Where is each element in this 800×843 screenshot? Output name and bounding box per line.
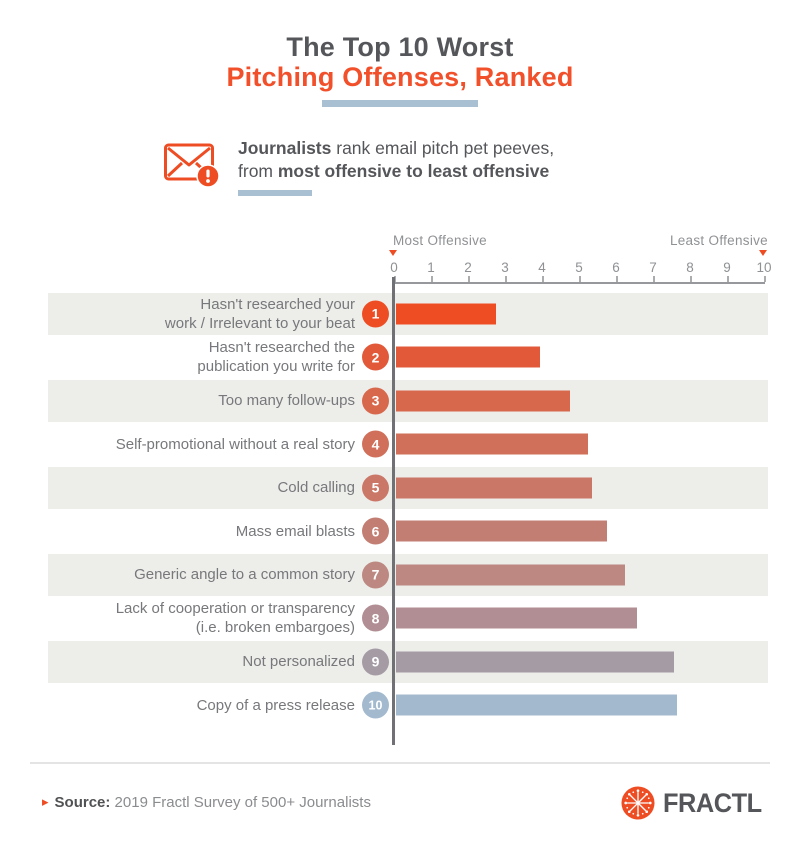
row-label: Copy of a press release xyxy=(196,696,355,714)
bar xyxy=(396,694,678,716)
axis-marker-triangle-right xyxy=(759,250,767,256)
title-underline xyxy=(322,100,478,107)
rank-badge: 2 xyxy=(362,343,389,371)
footer-divider xyxy=(30,762,770,764)
row-label: Hasn't researched your work / Irrelevant… xyxy=(164,295,355,332)
subtitle-rest-2: from xyxy=(238,161,278,181)
row-label: Generic angle to a common story xyxy=(134,566,355,584)
axis-tick-mark xyxy=(431,276,433,282)
axis-tick-mark xyxy=(542,276,544,282)
bar xyxy=(396,390,570,412)
fractl-logo: FRACTL xyxy=(621,786,768,820)
title-line-2: Pitching Offenses, Ranked xyxy=(226,62,574,92)
bar xyxy=(396,607,637,629)
bar xyxy=(396,520,607,542)
bar xyxy=(396,564,626,586)
axis-tick-label: 3 xyxy=(501,260,509,275)
row-label: Not personalized xyxy=(242,653,355,671)
rank-badge: 5 xyxy=(362,474,389,502)
row-label: Cold calling xyxy=(277,479,355,497)
subtitle-bold-1: Journalists xyxy=(238,138,332,158)
source-bullet-icon: ▸ xyxy=(42,794,49,809)
row-label: Mass email blasts xyxy=(235,522,355,540)
axis-tick-mark xyxy=(727,276,729,282)
subtitle-line-1: Journalists rank email pitch pet peeves, xyxy=(238,137,554,160)
row-label: Hasn't researched the publication you wr… xyxy=(197,339,355,376)
fractl-logo-text: FRACTL xyxy=(663,787,762,818)
source-text: 2019 Fractl Survey of 500+ Journalists xyxy=(110,794,371,811)
bar xyxy=(396,651,674,673)
axis-tick-mark xyxy=(616,276,618,282)
axis-label-least-offensive: Least Offensive xyxy=(669,233,768,248)
rank-badge: 9 xyxy=(362,648,389,676)
axis-tick-label: 0 xyxy=(390,260,398,275)
axis-tick-label: 1 xyxy=(427,260,435,275)
axis-tick-label: 7 xyxy=(649,260,657,275)
subtitle-rest-1: rank email pitch pet peeves, xyxy=(331,138,555,158)
chart-rows: Hasn't researched your work / Irrelevant… xyxy=(0,292,800,727)
rank-badge: 3 xyxy=(362,387,389,415)
axis-tick-mark xyxy=(764,276,766,282)
axis-tick-mark xyxy=(690,276,692,282)
bar xyxy=(396,477,593,499)
chart-row: Mass email blasts 6 xyxy=(0,510,800,554)
rank-badge: 7 xyxy=(362,561,389,589)
axis-tick-mark xyxy=(505,276,507,282)
source-label: Source: xyxy=(54,794,111,811)
subtitle-bold-2: most offensive to least offensive xyxy=(277,161,550,181)
chart-row: Cold calling 5 xyxy=(0,466,800,510)
chart-row: Self-promotional without a real story 4 xyxy=(0,423,800,467)
axis-vertical-line xyxy=(392,277,395,745)
axis-tick-label: 4 xyxy=(538,260,546,275)
subtitle-text: Journalists rank email pitch pet peeves,… xyxy=(238,137,554,196)
bar xyxy=(396,346,541,368)
source-note: ▸ Source: 2019 Fractl Survey of 500+ Jour… xyxy=(42,794,371,811)
axis-tick-label: 9 xyxy=(723,260,731,275)
chart-row: Generic angle to a common story 7 xyxy=(0,553,800,597)
bar xyxy=(396,303,496,325)
rank-badge: 4 xyxy=(362,430,389,458)
axis-tick-label: 2 xyxy=(464,260,472,275)
rank-badge: 8 xyxy=(362,604,389,632)
axis-marker-triangle-left xyxy=(389,250,397,256)
axis-horizontal-line xyxy=(394,282,765,284)
subtitle-line-2: from most offensive to least offensive xyxy=(238,160,554,183)
rank-badge: 10 xyxy=(362,691,389,719)
axis-tick-label: 6 xyxy=(612,260,620,275)
chart-row: Lack of cooperation or transparency (i.e… xyxy=(0,597,800,641)
chart-row: Not personalized 9 xyxy=(0,640,800,684)
row-label: Lack of cooperation or transparency (i.e… xyxy=(115,600,355,637)
chart-row: Copy of a press release 10 xyxy=(0,684,800,728)
chart-row: Hasn't researched the publication you wr… xyxy=(0,336,800,380)
row-label: Self-promotional without a real story xyxy=(115,435,355,453)
axis-tick-mark xyxy=(653,276,655,282)
axis-tick-mark xyxy=(468,276,470,282)
axis-tick-labels: 0 1 2 3 4 5 6 7 8 9 10 xyxy=(390,260,771,275)
axis-label-most-offensive: Most Offensive xyxy=(393,233,487,248)
page-title: The Top 10 Worst Pitching Offenses, Rank… xyxy=(0,32,800,92)
row-label: Too many follow-ups xyxy=(218,392,355,410)
chart-row: Hasn't researched your work / Irrelevant… xyxy=(0,292,800,336)
subtitle-underline xyxy=(238,190,312,196)
bar xyxy=(396,433,589,455)
axis-tick-label: 5 xyxy=(575,260,583,275)
subtitle-block: Journalists rank email pitch pet peeves,… xyxy=(163,137,554,196)
axis-tick-mark xyxy=(579,276,581,282)
title-line-1: The Top 10 Worst xyxy=(286,32,514,62)
fractl-logo-icon xyxy=(621,786,655,820)
email-alert-icon xyxy=(164,143,220,188)
rank-badge: 6 xyxy=(362,517,389,545)
rank-badge: 1 xyxy=(362,300,389,328)
chart-row: Too many follow-ups 3 xyxy=(0,379,800,423)
axis-tick-label: 8 xyxy=(686,260,694,275)
axis-tick-label: 10 xyxy=(756,260,772,275)
